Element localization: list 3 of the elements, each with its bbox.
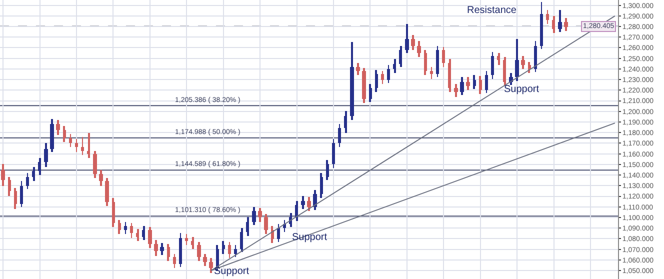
annotation: Support — [504, 84, 540, 95]
annotation: Resistance — [467, 5, 517, 16]
annotation: Support — [214, 266, 250, 277]
